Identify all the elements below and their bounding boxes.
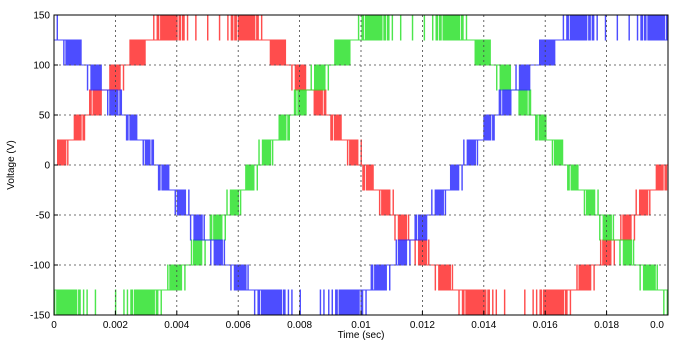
x-tick-label: 0.018 [594, 320, 619, 331]
x-tick-label: 0.014 [471, 320, 496, 331]
tick-layer: 0 0.002 0.004 0.006 0.008 0.01 0.012 0.014 0.016… [30, 11, 669, 331]
x-tick-label: 0.006 [226, 320, 251, 331]
y-tick-label: -150 [30, 311, 50, 322]
y-tick-label: 0 [44, 161, 50, 172]
y-axis-label: Voltage (V) [6, 140, 17, 189]
x-tick-label: 0 [51, 320, 57, 331]
y-tick-label: 100 [33, 61, 50, 72]
x-tick-label: 0.008 [287, 320, 312, 331]
y-tick-label: -100 [30, 261, 50, 272]
y-tick-label: 50 [39, 111, 51, 122]
y-tick-label: 150 [33, 11, 50, 22]
x-tick-label: 0.01 [351, 320, 371, 331]
x-tick-label: 0.016 [533, 320, 558, 331]
grid-layer [54, 15, 668, 315]
x-tick-label: 0.004 [164, 320, 189, 331]
x-tick-label: 0.002 [103, 320, 128, 331]
x-axis-label: Time (sec) [338, 330, 385, 340]
series-line-2 [54, 15, 668, 315]
x-tick-label: 0.0 [650, 320, 664, 331]
x-tick-label: 0.012 [410, 320, 435, 331]
y-tick-label: -50 [36, 211, 51, 222]
